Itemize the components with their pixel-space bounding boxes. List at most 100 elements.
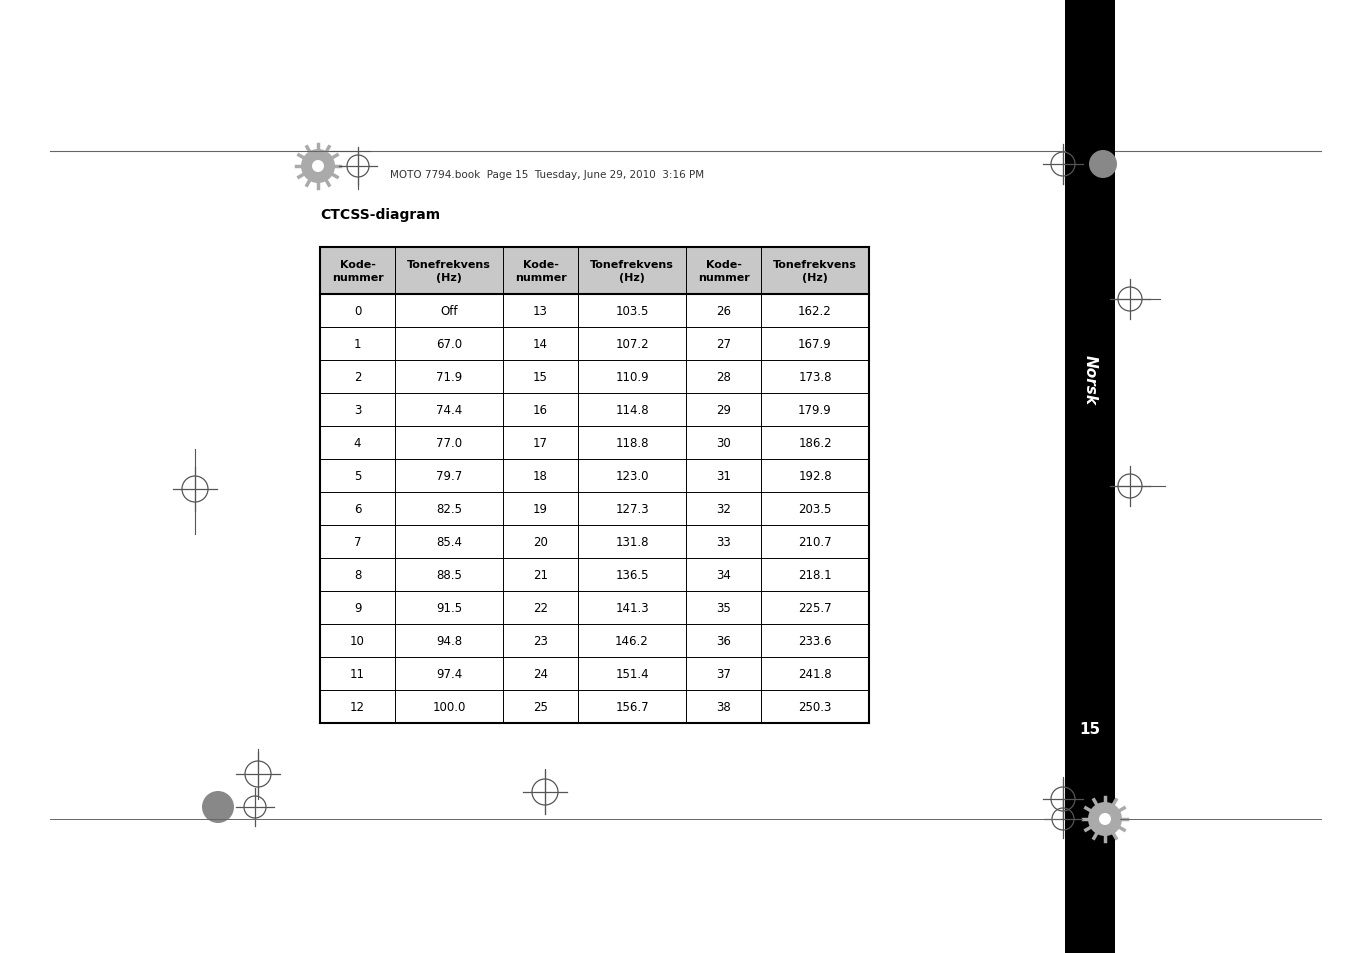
Text: 203.5: 203.5 — [798, 502, 832, 516]
Circle shape — [1088, 802, 1121, 836]
Text: 136.5: 136.5 — [615, 568, 648, 581]
Text: Kode-
nummer: Kode- nummer — [515, 260, 566, 282]
Text: 23: 23 — [534, 635, 549, 647]
Bar — [320, 360, 869, 394]
Text: 27: 27 — [716, 337, 731, 351]
Text: 97.4: 97.4 — [436, 667, 462, 680]
Text: 13: 13 — [534, 305, 549, 317]
Text: 146.2: 146.2 — [615, 635, 648, 647]
Text: MOTO 7794.book  Page 15  Tuesday, June 29, 2010  3:16 PM: MOTO 7794.book Page 15 Tuesday, June 29,… — [390, 170, 704, 180]
Text: 100.0: 100.0 — [432, 700, 466, 713]
Text: 8: 8 — [354, 568, 361, 581]
Text: Tonefrekvens
(Hz): Tonefrekvens (Hz) — [773, 260, 857, 282]
Text: 141.3: 141.3 — [615, 601, 648, 615]
Text: 210.7: 210.7 — [798, 536, 832, 548]
Text: 6: 6 — [354, 502, 361, 516]
Text: 71.9: 71.9 — [436, 371, 462, 384]
Text: 103.5: 103.5 — [615, 305, 648, 317]
Bar — [320, 294, 869, 328]
Text: 88.5: 88.5 — [436, 568, 462, 581]
Text: 4: 4 — [354, 436, 361, 450]
Text: 167.9: 167.9 — [798, 337, 832, 351]
Text: 179.9: 179.9 — [798, 403, 832, 416]
Bar — [320, 493, 869, 525]
Text: 25: 25 — [534, 700, 549, 713]
Text: 114.8: 114.8 — [615, 403, 648, 416]
Text: 233.6: 233.6 — [798, 635, 832, 647]
Text: 250.3: 250.3 — [798, 700, 832, 713]
Bar — [320, 394, 869, 427]
Text: 37: 37 — [716, 667, 731, 680]
Text: 94.8: 94.8 — [436, 635, 462, 647]
Text: 5: 5 — [354, 470, 361, 482]
Bar — [320, 658, 869, 690]
Text: 18: 18 — [534, 470, 549, 482]
Text: Tonefrekvens
(Hz): Tonefrekvens (Hz) — [590, 260, 674, 282]
Text: 34: 34 — [716, 568, 731, 581]
Circle shape — [312, 161, 324, 172]
Text: 31: 31 — [716, 470, 731, 482]
Text: 29: 29 — [716, 403, 731, 416]
Bar — [320, 690, 869, 723]
Bar — [320, 525, 869, 558]
Text: 123.0: 123.0 — [615, 470, 648, 482]
Circle shape — [1089, 151, 1117, 179]
Text: 7: 7 — [354, 536, 361, 548]
Circle shape — [203, 791, 234, 823]
Text: 38: 38 — [716, 700, 731, 713]
Text: 77.0: 77.0 — [436, 436, 462, 450]
Bar — [320, 427, 869, 459]
Text: 82.5: 82.5 — [436, 502, 462, 516]
Bar — [1065, 0, 1115, 953]
Text: Off: Off — [440, 305, 458, 317]
Text: 16: 16 — [534, 403, 549, 416]
Bar — [320, 558, 869, 592]
Circle shape — [1098, 813, 1111, 825]
Bar — [320, 328, 869, 360]
Text: CTCSS-diagram: CTCSS-diagram — [320, 208, 440, 222]
Circle shape — [301, 150, 335, 184]
Text: 192.8: 192.8 — [798, 470, 832, 482]
Text: 107.2: 107.2 — [615, 337, 648, 351]
Text: 32: 32 — [716, 502, 731, 516]
Text: 118.8: 118.8 — [615, 436, 648, 450]
Text: Norsk: Norsk — [1082, 355, 1097, 405]
Text: 10: 10 — [350, 635, 365, 647]
Text: 162.2: 162.2 — [798, 305, 832, 317]
Text: 241.8: 241.8 — [798, 667, 832, 680]
Text: 3: 3 — [354, 403, 361, 416]
Text: 21: 21 — [534, 568, 549, 581]
Text: 15: 15 — [534, 371, 549, 384]
Text: 11: 11 — [350, 667, 365, 680]
Text: Kode-
nummer: Kode- nummer — [697, 260, 750, 282]
Bar — [320, 624, 869, 658]
Text: 2: 2 — [354, 371, 361, 384]
Text: 17: 17 — [534, 436, 549, 450]
Text: 131.8: 131.8 — [615, 536, 648, 548]
Text: 225.7: 225.7 — [798, 601, 832, 615]
Text: 15: 15 — [1079, 721, 1101, 737]
Text: 85.4: 85.4 — [436, 536, 462, 548]
Text: 110.9: 110.9 — [615, 371, 648, 384]
Text: 22: 22 — [534, 601, 549, 615]
Text: 186.2: 186.2 — [798, 436, 832, 450]
Text: 12: 12 — [350, 700, 365, 713]
Text: 79.7: 79.7 — [436, 470, 462, 482]
Text: 19: 19 — [534, 502, 549, 516]
Text: 74.4: 74.4 — [436, 403, 462, 416]
Text: Tonefrekvens
(Hz): Tonefrekvens (Hz) — [407, 260, 490, 282]
Text: 151.4: 151.4 — [615, 667, 648, 680]
Text: Kode-
nummer: Kode- nummer — [331, 260, 384, 282]
Text: 156.7: 156.7 — [615, 700, 648, 713]
Text: 24: 24 — [534, 667, 549, 680]
Text: 33: 33 — [716, 536, 731, 548]
Bar — [320, 592, 869, 624]
Text: 67.0: 67.0 — [436, 337, 462, 351]
Text: 91.5: 91.5 — [436, 601, 462, 615]
Text: 20: 20 — [534, 536, 549, 548]
Text: 30: 30 — [716, 436, 731, 450]
Text: 35: 35 — [716, 601, 731, 615]
Bar — [320, 459, 869, 493]
Bar — [320, 248, 869, 294]
Text: 218.1: 218.1 — [798, 568, 832, 581]
